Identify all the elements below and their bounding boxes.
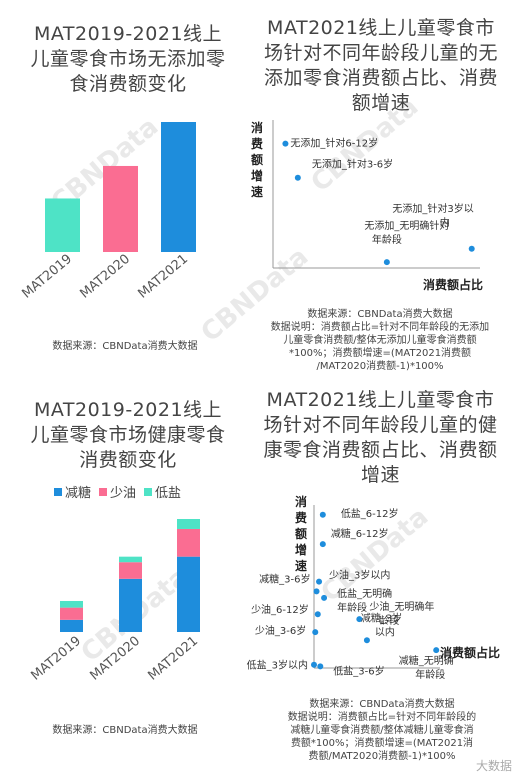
point-label-0: 低盐_6-12岁 — [341, 507, 399, 520]
point-label-1: 无添加_针对3-6岁 — [312, 158, 393, 171]
point-7 — [356, 616, 363, 623]
point-6 — [312, 629, 319, 636]
point-1 — [319, 541, 326, 548]
point-label-3-line2: 年龄段 — [372, 233, 402, 246]
chart2-source-line-3: *100%；消费额增速=(MAT2021消费额 — [288, 348, 472, 359]
bar-MAT2021-少油 — [177, 528, 200, 557]
point-label-1: 减糖_6-12岁 — [331, 527, 389, 540]
point-label-8: 减糖_3岁 — [361, 611, 402, 624]
point-0 — [319, 511, 326, 518]
point-label-7-line2: 龄段 — [379, 614, 399, 627]
bar-MAT2020-低盐 — [119, 556, 142, 563]
point-label-2-line2: 内 — [440, 216, 450, 229]
bar-MAT2019 — [45, 198, 80, 252]
point-4 — [314, 611, 321, 618]
chart4-source: 数据来源：CBNData消费大数据 数据说明：消费额占比=针对不同年龄段的 减糖… — [252, 698, 512, 763]
point-5 — [321, 594, 328, 601]
point-label-11: 低盐_3-6岁 — [333, 664, 384, 677]
chart4-ylabel: 消费额增速 — [294, 495, 307, 573]
chart2-xlabel: 消费额占比 — [423, 278, 484, 292]
bar-MAT2019-少油 — [60, 607, 83, 620]
bar-MAT2021 — [161, 122, 196, 252]
point-0 — [282, 140, 289, 147]
point-label-0: 无添加_针对6-12岁 — [290, 137, 378, 150]
chart2-source-line-0: 数据来源：CBNData消费大数据 — [307, 309, 453, 320]
point-label-2: 少油_3岁以内 — [329, 569, 390, 582]
point-10 — [311, 661, 317, 668]
point-label-3: 无添加_无明确针对 — [364, 219, 449, 232]
corner-mark: 大数据 — [476, 759, 513, 773]
chart4-source-line-3: 费额*100%；消费额增速=(MAT2021消 — [290, 738, 474, 749]
chart2-source: 数据来源：CBNData消费大数据 数据说明：消费额占比=针对不同年龄段的无添加… — [250, 308, 510, 373]
legend-swatch-0 — [54, 488, 62, 496]
point-9 — [433, 647, 440, 654]
chart2-source-line-2: 儿童零食消费额/整体无添加儿童零食消费额 — [283, 335, 477, 346]
chart2-title: MAT2021线上儿童零食市场针对不同年龄段儿童的无添加零食消费额占比、消费额增… — [263, 17, 498, 114]
legend-swatch-1 — [99, 488, 108, 496]
point-label-5-line2: 年龄段 — [337, 601, 367, 614]
chart3-title: MAT2019-2021线上儿童零食市场健康零食消费额变化 — [30, 399, 226, 471]
legend-item-2: 低盐 — [144, 482, 181, 501]
point-3 — [313, 588, 320, 595]
chart2-source-line-1: 数据说明：消费额占比=针对不同年龄段的无添加 — [270, 322, 490, 333]
legend-swatch-2 — [144, 488, 153, 496]
chart4-source-line-4: 费额/MAT2020消费额-1)*100% — [308, 751, 456, 762]
legend-item-0: 减糖 — [54, 482, 91, 501]
point-1 — [294, 174, 301, 181]
bar-MAT2020 — [103, 165, 138, 252]
point-label-7: 少油_无明确年 — [369, 600, 434, 613]
chart2-ylabel: 消费额增速 — [250, 121, 263, 199]
chart1-source: 数据来源：CBNData消费大数据 — [52, 341, 198, 352]
point-label-2: 无添加_针对3岁以 — [392, 202, 473, 215]
bar-MAT2021-减糖 — [177, 556, 200, 632]
chart4-xlabel: 消费额占比 — [440, 646, 501, 660]
chart2-source-line-4: /MAT2020消费额-1)*100% — [316, 361, 444, 372]
chart1-title: MAT2019-2021线上儿童零食市场无添加零食消费额变化 — [30, 23, 226, 95]
chart4-source-line-2: 减糖儿童零食消费额/整体减糖儿童零食消 — [290, 725, 474, 736]
point-2 — [316, 578, 323, 585]
chart3-legend: 减糖 少油 低盐 — [54, 482, 181, 501]
bar-MAT2019-低盐 — [60, 600, 83, 608]
chart4-source-line-0: 数据来源：CBNData消费大数据 — [309, 699, 455, 710]
chart4-title: MAT2021线上儿童零食市场针对不同年龄段儿童的健康零食消费额占比、消费额增速 — [263, 389, 498, 486]
point-label-6: 少油_3-6岁 — [255, 624, 306, 637]
point-label-4: 少油_6-12岁 — [251, 603, 309, 616]
bar-MAT2019-减糖 — [60, 619, 83, 632]
bar-MAT2020-减糖 — [119, 578, 142, 632]
point-label-8-line2: 以内 — [375, 625, 395, 638]
bar-MAT2021-低盐 — [177, 519, 200, 529]
point-label-10: 低盐_3岁以内 — [247, 659, 308, 672]
point-label-5: 低盐_无明确 — [337, 587, 392, 600]
point-label-9: 减糖_无明确 — [399, 654, 454, 667]
bar-MAT2020-少油 — [119, 562, 142, 579]
point-11 — [317, 663, 324, 670]
chart3-source: 数据来源：CBNData消费大数据 — [52, 725, 198, 736]
point-2 — [468, 245, 475, 252]
point-3 — [383, 259, 390, 266]
chart4-source-line-1: 数据说明：消费额占比=针对不同年龄段的 — [287, 712, 477, 723]
point-label-3: 减糖_3-6岁 — [259, 572, 310, 585]
legend-item-1: 少油 — [99, 482, 136, 501]
point-8 — [363, 637, 370, 644]
point-label-9-line2: 年龄段 — [415, 668, 445, 681]
